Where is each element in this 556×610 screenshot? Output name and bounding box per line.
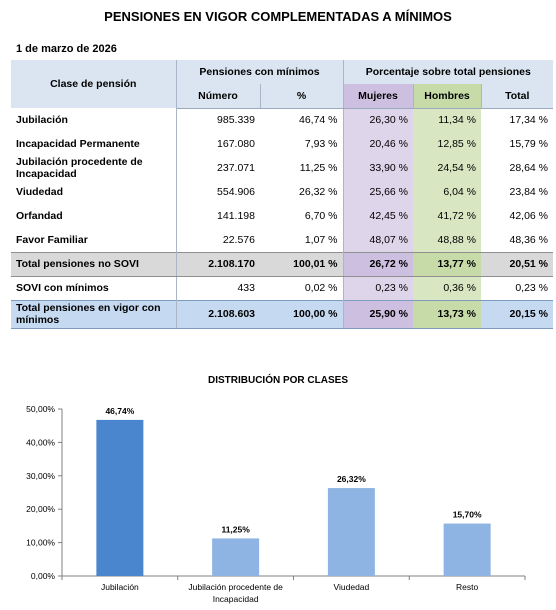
cell-pct: 46,74 %	[260, 108, 344, 132]
cell-total: 0,23 %	[515, 282, 549, 294]
col-header-pct: %	[260, 84, 344, 109]
row-label: SOVI con mínimos	[11, 276, 177, 300]
table-header-row-2: Número % Mujeres Hombres Total	[11, 84, 554, 109]
x-tick-label: Resto	[456, 582, 478, 592]
row-label: Incapacidad Permanente	[11, 132, 177, 156]
cell-pct: 7,93 %	[260, 132, 344, 156]
cell-hombres: 12,85 %	[413, 132, 482, 156]
data-label: 11,25%	[221, 524, 250, 534]
x-tick-label: Viudedad	[333, 582, 369, 592]
bar-chart: 0,00% 10,00% 20,00% 30,00% 40,00% 50,00% 46,74…	[26, 404, 526, 604]
data-label: 46,74%	[105, 406, 134, 416]
cell-hombres: 48,88 %	[413, 228, 482, 252]
cell-hombres: 41,72 %	[413, 204, 482, 228]
group-header-pensiones: Pensiones con mínimos	[176, 60, 344, 84]
cell-mujeres: 33,90 %	[343, 156, 414, 180]
cell-hombres: 0,36 %	[413, 276, 482, 300]
cell-numero: 433	[237, 282, 255, 294]
col-header-clase: Clase de pensión	[11, 60, 177, 108]
cell-hombres: 11,34 %	[413, 108, 482, 132]
cell-mujeres: 0,23 %	[343, 276, 414, 300]
cell-mujeres: 42,45 %	[343, 204, 414, 228]
y-tick-label: 30,00%	[26, 471, 55, 481]
cell-pct: 100,01 %	[260, 251, 344, 277]
row-label: Total pensiones en vigor con mínimos	[11, 299, 177, 329]
cell-hombres: 13,73 %	[413, 299, 482, 329]
bar-1	[212, 538, 260, 576]
bar-2	[327, 488, 375, 576]
cell-mujeres: 25,90 %	[343, 299, 414, 329]
x-tick-label: Incapacidad	[213, 594, 259, 604]
page-title: PENSIONES EN VIGOR COMPLEMENTADAS A MÍNI…	[104, 9, 452, 24]
cell-total: 15,79 %	[509, 138, 549, 150]
col-header-numero: Número	[176, 84, 261, 109]
cell-total: 42,06 %	[509, 210, 549, 222]
cell-total: 23,84 %	[509, 186, 549, 198]
cell-pct: 6,70 %	[260, 204, 344, 228]
cell-mujeres: 20,46 %	[343, 132, 414, 156]
report-date: 1 de marzo de 2026	[16, 43, 117, 55]
group-header-porcentaje: Porcentaje sobre total pensiones	[343, 60, 554, 84]
col-header-mujeres: Mujeres	[343, 84, 414, 109]
cell-pct: 26,32 %	[260, 180, 344, 204]
x-tick-label: Jubilación procedente de	[188, 582, 283, 592]
data-label: 26,32%	[337, 474, 366, 484]
row-label: Favor Familiar	[11, 228, 177, 252]
row-label: Total pensiones no SOVI	[11, 251, 177, 277]
table-row: Favor Familiar 22.576 1,07 % 48,07 % 48,…	[11, 228, 553, 252]
table-row: Jubilación procedente de Incapacidad 237…	[11, 156, 553, 180]
cell-mujeres: 26,30 %	[343, 108, 414, 132]
col-header-hombres: Hombres	[413, 84, 482, 109]
col-header-total: Total	[481, 84, 554, 109]
row-label: Jubilación procedente de Incapacidad	[11, 156, 177, 180]
table-row: Orfandad 141.198 6,70 % 42,45 % 41,72 % …	[11, 204, 553, 228]
pensions-table: Clase de pensión Pensiones con mínimos P…	[11, 60, 554, 329]
cell-total: 48,36 %	[509, 233, 549, 246]
cell-numero: 22.576	[222, 233, 255, 246]
table-row: Jubilación 985.339 46,74 % 26,30 % 11,34…	[11, 108, 553, 132]
cell-numero: 554.906	[217, 186, 255, 198]
x-tick-label: Jubilación	[101, 582, 139, 592]
data-label: 15,70%	[453, 510, 482, 520]
cell-pct: 100,00 %	[260, 299, 344, 329]
cell-pct: 1,07 %	[260, 228, 344, 252]
cell-pct: 0,02 %	[260, 276, 344, 300]
cell-numero: 237.071	[217, 162, 255, 174]
table-row: Viudedad 554.906 26,32 % 25,66 % 6,04 % …	[11, 180, 553, 204]
cell-numero: 2.108.603	[176, 299, 260, 329]
total-vigor-row: Total pensiones en vigor con mínimos 2.1…	[11, 299, 554, 329]
cell-mujeres: 25,66 %	[343, 180, 414, 204]
y-tick-label: 10,00%	[26, 538, 55, 548]
y-tick-label: 20,00%	[26, 504, 55, 514]
cell-total: 28,64 %	[509, 162, 549, 174]
bar-0	[96, 419, 144, 576]
chart-title: DISTRIBUCIÓN POR CLASES	[207, 375, 348, 386]
total-no-sovi-row: Total pensiones no SOVI 2.108.170 100,01…	[11, 251, 554, 277]
cell-total: 20,15 %	[481, 299, 554, 329]
cell-total: 20,51 %	[481, 251, 554, 277]
y-tick-label: 50,00%	[26, 404, 55, 414]
row-label: Orfandad	[11, 204, 177, 228]
table-row: Incapacidad Permanente 167.080 7,93 % 20…	[11, 132, 553, 156]
bar-3	[443, 523, 491, 576]
cell-total: 17,34 %	[509, 114, 549, 127]
y-tick-label: 0,00%	[31, 571, 56, 581]
cell-numero: 2.108.170	[176, 251, 260, 277]
cell-mujeres: 26,72 %	[343, 251, 414, 277]
cell-numero: 141.198	[217, 210, 255, 222]
cell-hombres: 24,54 %	[413, 156, 482, 180]
cell-hombres: 6,04 %	[413, 180, 482, 204]
sovi-row: SOVI con mínimos 433 0,02 % 0,23 % 0,36 …	[11, 276, 553, 300]
table-header-row-1: Clase de pensión Pensiones con mínimos P…	[11, 60, 554, 108]
cell-numero: 985.339	[217, 114, 255, 127]
cell-numero: 167.080	[217, 138, 255, 150]
row-label: Jubilación	[11, 108, 177, 132]
cell-mujeres: 48,07 %	[343, 228, 414, 252]
cell-pct: 11,25 %	[260, 156, 344, 180]
cell-hombres: 13,77 %	[413, 251, 482, 277]
row-label: Viudedad	[11, 180, 177, 204]
y-tick-label: 40,00%	[26, 437, 55, 447]
